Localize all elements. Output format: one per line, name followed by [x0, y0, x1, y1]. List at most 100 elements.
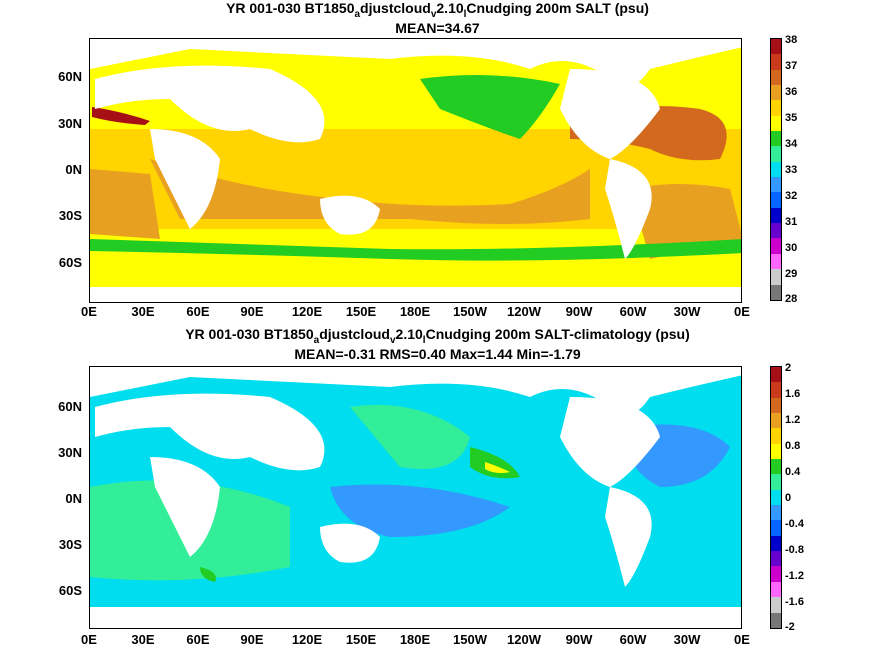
lon-label: 120E — [291, 304, 323, 319]
panel2-stats: MEAN=-0.31 RMS=0.40 Max=1.44 Min=-1.79 — [294, 346, 581, 362]
lon-label: 60E — [186, 632, 210, 647]
colorbar-swatch — [771, 284, 781, 300]
colorbar-swatch — [771, 459, 781, 475]
lon-label: 90W — [565, 304, 593, 319]
lon-label: 30E — [131, 304, 155, 319]
colorbar-tick-label: 29 — [785, 268, 798, 280]
lon-label: 0E — [734, 304, 750, 319]
panel1-title: YR 001-030 BT1850adjustcloudv2.10lCnudgi… — [226, 0, 649, 20]
colorbar-tick-label: 36 — [785, 86, 798, 98]
colorbar-swatch — [771, 382, 781, 398]
colorbar-swatch — [771, 131, 781, 147]
lon-label: 60W — [619, 304, 647, 319]
colorbar-tick-label: 30 — [785, 242, 798, 254]
lon-label: 30E — [131, 632, 155, 647]
colorbar-swatch — [771, 367, 781, 383]
lat-label-0n: 0N — [65, 162, 82, 177]
lon-label: 120E — [291, 632, 323, 647]
colorbar-swatch — [771, 581, 781, 598]
colorbar — [770, 38, 782, 301]
colorbar-tick-label: -0.4 — [785, 518, 804, 530]
colorbar-swatch — [771, 69, 781, 86]
lon-label: 90E — [240, 632, 264, 647]
colorbar-tick-label: 33 — [785, 164, 798, 176]
colorbar-swatch — [771, 192, 781, 208]
colorbar-swatch — [771, 238, 781, 254]
colorbar-tick-label: 0.8 — [785, 440, 801, 452]
colorbar-swatch — [771, 54, 781, 70]
salinity-map — [89, 38, 742, 303]
colorbar-swatch — [771, 85, 781, 101]
colorbar-swatch — [771, 443, 781, 460]
panel1-stats: MEAN=34.67 — [395, 20, 480, 36]
colorbar-swatch — [771, 161, 781, 178]
lon-label: 120W — [507, 632, 541, 647]
salinity-anomaly-map — [89, 366, 742, 629]
colorbar-tick-label: 0 — [785, 492, 792, 504]
lon-label: 30W — [673, 304, 701, 319]
colorbar-swatch — [771, 566, 781, 582]
colorbar-swatch — [771, 397, 781, 414]
colorbar-tick-label: 35 — [785, 112, 798, 124]
colorbar-tick-label: 38 — [785, 34, 798, 46]
colorbar-swatch — [771, 551, 781, 567]
colorbar-swatch — [771, 520, 781, 536]
colorbar-swatch — [771, 253, 781, 270]
colorbar-swatch — [771, 269, 781, 285]
lon-label: 150E — [345, 304, 377, 319]
lon-label: 60E — [186, 304, 210, 319]
colorbar-swatch — [771, 39, 781, 55]
colorbar-swatch — [771, 207, 781, 224]
colorbar-tick-label: 37 — [785, 60, 798, 72]
colorbar-swatch — [771, 115, 781, 132]
colorbar-swatch — [771, 489, 781, 506]
colorbar-tick-label: 28 — [785, 293, 798, 305]
lon-label: 0E — [81, 304, 97, 319]
colorbar-swatch — [771, 413, 781, 429]
lon-label: 150E — [345, 632, 377, 647]
lat-label-60n: 60N — [58, 399, 82, 414]
colorbar — [770, 366, 782, 629]
lon-label: 150W — [453, 304, 487, 319]
colorbar-swatch — [771, 474, 781, 490]
colorbar-tick-label: -1.2 — [785, 570, 804, 582]
colorbar-tick-label: -0.8 — [785, 544, 804, 556]
lon-label: 30W — [673, 632, 701, 647]
colorbar-tick-label: -1.6 — [785, 596, 804, 608]
colorbar-tick-label: -2 — [785, 621, 795, 633]
colorbar-swatch — [771, 177, 781, 193]
colorbar-tick-label: 1.2 — [785, 414, 801, 426]
colorbar-swatch — [771, 146, 781, 162]
lat-label-30n: 30N — [58, 116, 82, 131]
colorbar-swatch — [771, 535, 781, 552]
lat-label-30s: 30S — [58, 208, 82, 223]
colorbar-tick-label: 32 — [785, 190, 798, 202]
lon-label: 120W — [507, 304, 541, 319]
colorbar-tick-label: 34 — [785, 138, 798, 150]
colorbar-swatch — [771, 100, 781, 116]
lon-label: 150W — [453, 632, 487, 647]
colorbar-tick-label: 2 — [785, 362, 792, 374]
lon-label: 0E — [81, 632, 97, 647]
lat-label-60s: 60S — [58, 255, 82, 270]
colorbar-swatch — [771, 428, 781, 444]
lon-label: 180E — [399, 304, 431, 319]
colorbar-tick-label: 0.4 — [785, 466, 801, 478]
colorbar-tick-label: 1.6 — [785, 388, 801, 400]
lon-label: 180E — [399, 632, 431, 647]
lat-label-60s: 60S — [58, 583, 82, 598]
lat-label-60n: 60N — [58, 69, 82, 84]
colorbar-swatch — [771, 505, 781, 521]
lat-label-30n: 30N — [58, 445, 82, 460]
lat-label-30s: 30S — [58, 537, 82, 552]
colorbar-swatch — [771, 612, 781, 628]
panel2-title: YR 001-030 BT1850adjustcloudv2.10lCnudgi… — [185, 326, 690, 346]
colorbar-swatch — [771, 597, 781, 613]
colorbar-swatch — [771, 223, 781, 239]
lon-label: 0E — [734, 632, 750, 647]
lon-label: 90E — [240, 304, 264, 319]
lon-label: 90W — [565, 632, 593, 647]
colorbar-tick-label: 31 — [785, 216, 798, 228]
lon-label: 60W — [619, 632, 647, 647]
lat-label-0n: 0N — [65, 491, 82, 506]
